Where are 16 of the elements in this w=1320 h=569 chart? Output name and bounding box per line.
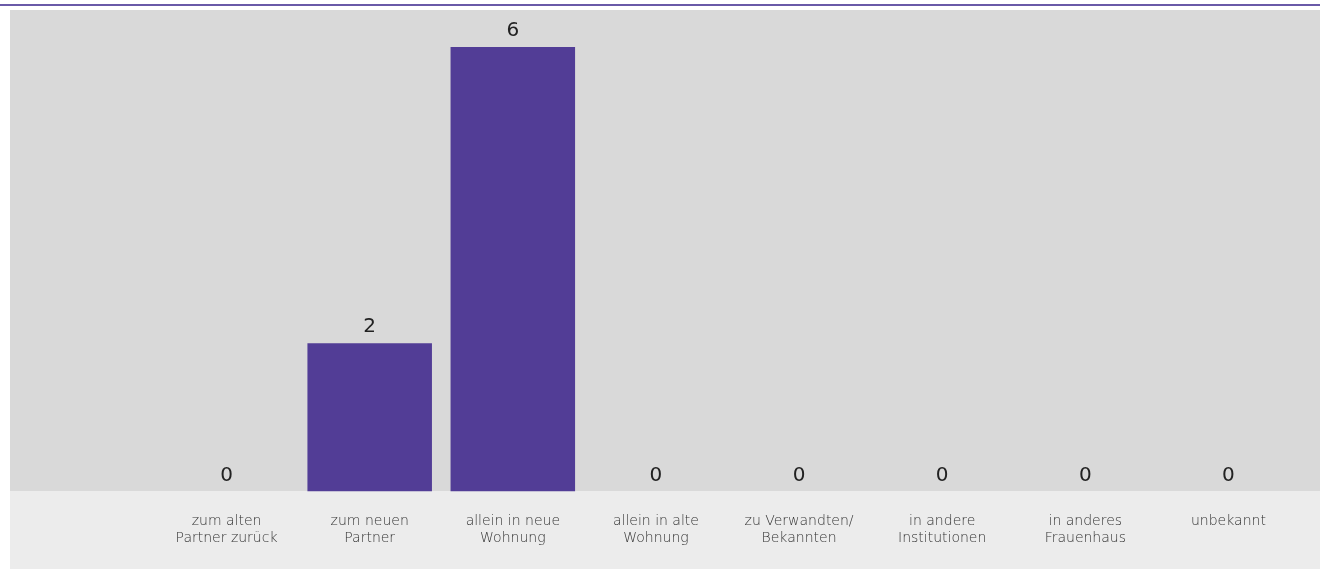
x-tick-label: in andere Institutionen [898,512,987,546]
x-tick-label: zum alten Partner zurück [175,512,278,546]
x-tick-label: zu Verwandten/ Bekannten [744,512,854,546]
x-tick-label: allein in neue Wohnung [465,512,560,546]
data-label: 0 [1078,461,1092,486]
data-label: 0 [792,461,806,486]
data-label: 6 [506,17,520,42]
data-label: 0 [220,461,233,486]
x-tick-label: allein in alte Wohnung [612,512,699,546]
x-tick-label: unbekannt [1190,512,1266,529]
x-tick-label: zum neuen Partner [330,512,409,546]
data-label: 0 [1222,461,1235,486]
data-label: 0 [935,461,949,486]
data-label: 2 [363,313,377,338]
x-tick-label: in anderes Frauenhaus [1044,512,1126,546]
data-label: 0 [649,461,663,486]
